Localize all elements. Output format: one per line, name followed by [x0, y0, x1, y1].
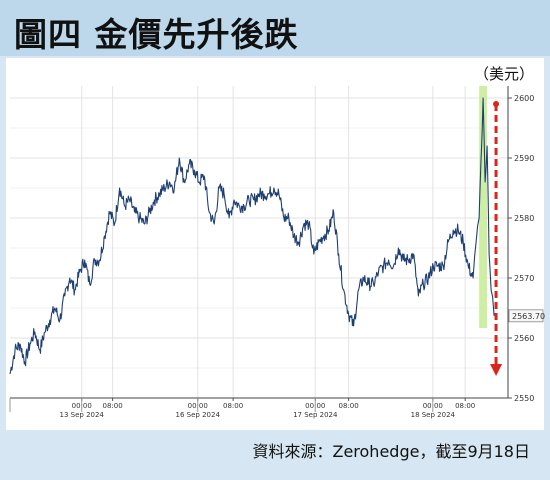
x-tick-time: 08:00 — [102, 402, 122, 410]
x-tick-time: 08:00 — [223, 402, 243, 410]
x-tick-date: 13 Sep 2024 — [60, 411, 105, 419]
y-tick-label: 2600 — [514, 94, 534, 103]
unit-label: （美元） — [473, 65, 534, 83]
y-tick-label: 2560 — [514, 334, 534, 343]
price-series-line — [9, 97, 495, 375]
source-note: 資料來源：Zerohedge，截至9月18日 — [252, 442, 530, 461]
arrow-head — [490, 364, 503, 376]
y-tick-label: 2550 — [514, 394, 534, 403]
x-tick-date: 17 Sep 2024 — [293, 411, 338, 419]
x-tick-time: 08:00 — [455, 402, 475, 410]
highlight-band-layer — [479, 86, 488, 328]
y-tick-label: 2570 — [514, 274, 534, 283]
y-tick-label: 2580 — [514, 214, 534, 223]
chart-title: 圖四 金價先升後跌 — [14, 15, 299, 54]
x-tick-date: 16 Sep 2024 — [176, 411, 221, 419]
last-value-label: 2563.70 — [512, 312, 545, 321]
grid-lines — [10, 86, 508, 399]
x-tick-date: 18 Sep 2024 — [411, 411, 456, 419]
title-bar: 圖四 金價先升後跌 — [0, 0, 550, 56]
arrow-layer — [490, 101, 503, 376]
x-tick-time: 08:00 — [339, 402, 359, 410]
series-layer — [9, 97, 495, 375]
highlight-band — [479, 86, 488, 328]
source-bar: 資料來源：Zerohedge，截至9月18日 — [6, 430, 544, 474]
last-value-box — [508, 309, 544, 323]
y-tick-label: 2590 — [514, 154, 534, 163]
